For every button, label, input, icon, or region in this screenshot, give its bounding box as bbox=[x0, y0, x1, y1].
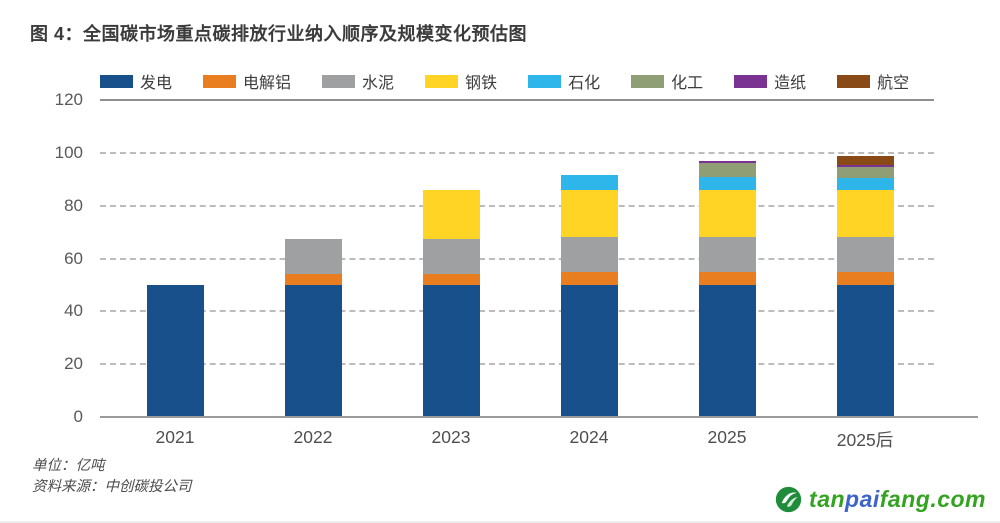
bar-segment-2024-石化 bbox=[560, 175, 618, 190]
bar-segment-2023-钢铁 bbox=[422, 189, 480, 239]
unit-note: 单位：亿吨 bbox=[32, 458, 105, 474]
legend-label: 电解铝 bbox=[243, 75, 292, 92]
chart-title: 图 4：全国碳市场重点碳排放行业纳入顺序及规模变化预估图 bbox=[30, 24, 528, 44]
x-axis-label: 2021 bbox=[155, 427, 195, 447]
bar-segment-2025后-水泥 bbox=[836, 237, 894, 272]
x-axis-label: 2025后 bbox=[836, 430, 894, 450]
source-note: 资料来源：中创碳投公司 bbox=[32, 479, 192, 495]
chart-footer: 单位：亿吨 资料来源：中创碳投公司 bbox=[32, 456, 192, 498]
y-axis-tick-label: 0 bbox=[73, 407, 83, 426]
bar-segment-2025后-钢铁 bbox=[836, 189, 894, 238]
legend-item: 造纸 bbox=[734, 69, 806, 93]
legend-label: 造纸 bbox=[774, 75, 807, 92]
bar-segment-2025-造纸 bbox=[698, 160, 756, 164]
bar-segment-2025后-化工 bbox=[836, 167, 894, 178]
bar-segment-2023-发电 bbox=[422, 284, 480, 417]
legend-item: 石化 bbox=[528, 69, 600, 93]
logo-text-fang-com: fang.com bbox=[879, 486, 986, 512]
legend-label: 水泥 bbox=[362, 75, 395, 92]
legend-swatch bbox=[631, 74, 665, 88]
legend-swatch bbox=[425, 74, 459, 88]
legend-swatch bbox=[203, 74, 237, 88]
legend-label: 钢铁 bbox=[465, 75, 498, 92]
bar-segment-2025后-航空 bbox=[836, 155, 894, 165]
tanpaifang-logo-icon bbox=[775, 486, 802, 513]
tanpaifang-logo-text: tanpaifang.com bbox=[809, 486, 986, 513]
legend-swatch bbox=[734, 74, 768, 88]
legend-label: 航空 bbox=[877, 75, 910, 92]
bar-segment-2023-电解铝 bbox=[422, 274, 480, 285]
bar-segment-2025后-电解铝 bbox=[836, 271, 894, 285]
chart-legend: 发电 电解铝 水泥 钢铁 石化 化工 造纸 航空 bbox=[100, 69, 909, 93]
bar-segment-2024-钢铁 bbox=[560, 189, 618, 238]
legend-item: 水泥 bbox=[322, 69, 394, 93]
logo-text-tan: tan bbox=[809, 486, 846, 512]
y-axis-tick-label: 60 bbox=[64, 248, 83, 268]
legend-item: 航空 bbox=[837, 69, 909, 93]
bar-segment-2022-电解铝 bbox=[284, 274, 342, 285]
y-axis-tick-label: 20 bbox=[64, 354, 83, 374]
legend-item: 发电 bbox=[100, 69, 172, 93]
legend-label: 石化 bbox=[568, 75, 601, 92]
y-axis-tick-label: 80 bbox=[64, 195, 83, 215]
bar-segment-2025-电解铝 bbox=[698, 271, 756, 285]
plot-top-border bbox=[100, 99, 934, 101]
bar-segment-2021-发电 bbox=[146, 284, 204, 417]
y-axis-tick-label: 100 bbox=[54, 142, 83, 162]
gridline bbox=[100, 363, 934, 366]
gridline bbox=[100, 204, 934, 207]
legend-swatch bbox=[322, 74, 356, 88]
gridline bbox=[100, 257, 934, 260]
legend-label: 化工 bbox=[671, 75, 704, 92]
bar-segment-2025-钢铁 bbox=[698, 189, 756, 238]
legend-item: 化工 bbox=[631, 69, 703, 93]
legend-label: 发电 bbox=[140, 75, 173, 92]
bar-segment-2024-发电 bbox=[560, 284, 618, 417]
x-axis-label: 2024 bbox=[569, 427, 609, 447]
bar-segment-2025-水泥 bbox=[698, 237, 756, 272]
x-axis-label: 2022 bbox=[293, 427, 333, 447]
y-axis-tick-label: 120 bbox=[54, 90, 83, 109]
x-axis-line bbox=[100, 416, 978, 418]
y-axis-tick-label: 40 bbox=[64, 301, 83, 321]
tanpaifang-watermark-link[interactable]: tanpaifang.com bbox=[775, 486, 986, 513]
legend-swatch bbox=[528, 74, 562, 88]
x-axis-label: 2023 bbox=[431, 427, 471, 447]
bar-segment-2023-水泥 bbox=[422, 238, 480, 275]
legend-swatch bbox=[837, 74, 871, 88]
x-axis-label: 2025 bbox=[707, 427, 747, 447]
legend-item: 钢铁 bbox=[425, 69, 497, 93]
bar-segment-2022-发电 bbox=[284, 284, 342, 417]
bar-segment-2025-石化 bbox=[698, 176, 756, 190]
bar-segment-2022-水泥 bbox=[284, 238, 342, 275]
bar-segment-2024-水泥 bbox=[560, 237, 618, 272]
bar-segment-2025后-石化 bbox=[836, 177, 894, 190]
bar-segment-2025后-造纸 bbox=[836, 164, 894, 168]
gridline bbox=[100, 151, 934, 154]
bar-segment-2024-电解铝 bbox=[560, 271, 618, 285]
gridline bbox=[100, 310, 934, 313]
logo-text-pai: pai bbox=[845, 486, 880, 512]
legend-item: 电解铝 bbox=[203, 69, 291, 93]
bar-segment-2025后-发电 bbox=[836, 284, 894, 417]
plot-area bbox=[100, 99, 934, 417]
bar-segment-2025-化工 bbox=[698, 163, 756, 177]
legend-swatch bbox=[100, 74, 133, 88]
bar-segment-2025-发电 bbox=[698, 284, 756, 417]
